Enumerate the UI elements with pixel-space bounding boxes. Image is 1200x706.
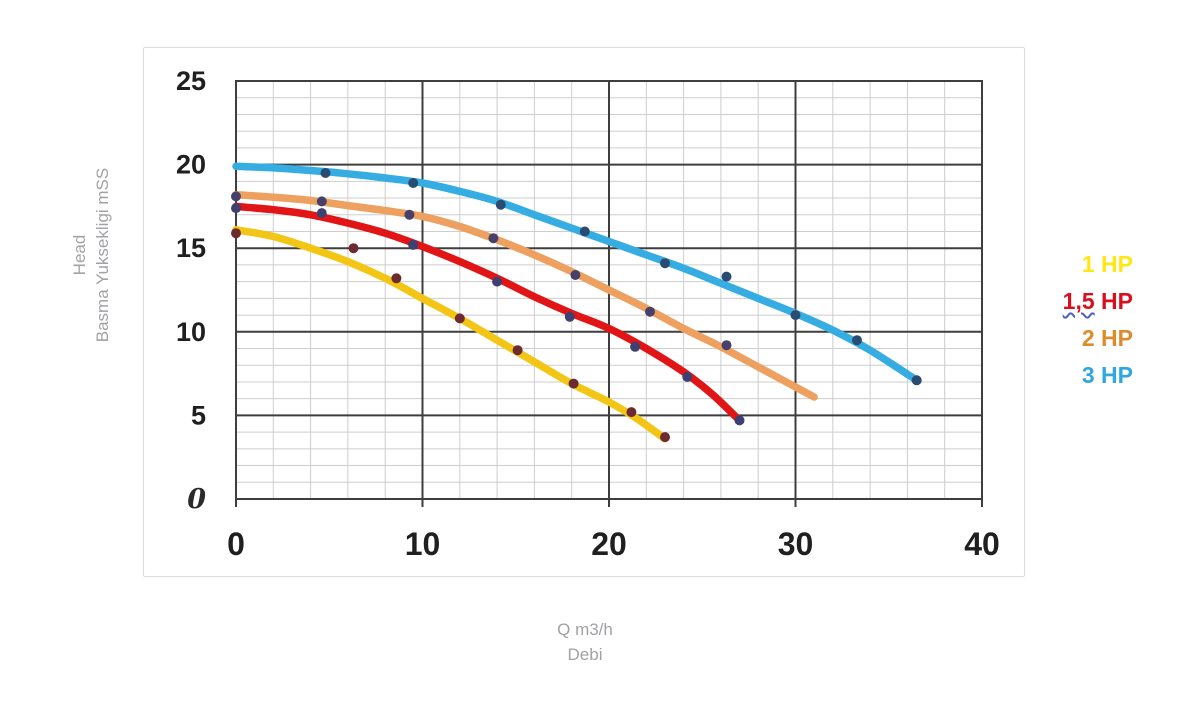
data-point-3-hp bbox=[320, 168, 331, 178]
data-point-3-hp bbox=[790, 310, 801, 321]
data-point-2-hp bbox=[645, 306, 655, 317]
y-tick-label: 0 bbox=[187, 484, 206, 515]
curve-2-hp bbox=[232, 190, 818, 401]
data-point-2-hp bbox=[570, 270, 581, 280]
x-tick-label: 10 bbox=[405, 526, 441, 562]
x-axis-title: Q m3/h Debi bbox=[435, 617, 735, 667]
y-axis-title-line2: Basma Yuksekligi mSS bbox=[93, 167, 112, 343]
data-point-1-hp bbox=[626, 407, 637, 418]
pump-curve-chart: 0 10 20 30 40 25 20 15 10 5 0 bbox=[176, 66, 1000, 562]
legend: 1 HP 1,5 HP 2 HP 3 HP bbox=[1033, 246, 1133, 394]
data-point-2-hp bbox=[231, 191, 241, 202]
legend-item-1-5-hp: 1,5 HP bbox=[1062, 288, 1133, 314]
data-point-3-hp bbox=[721, 271, 732, 282]
y-tick-label: 20 bbox=[176, 150, 206, 180]
data-point-2-hp bbox=[404, 209, 415, 220]
data-point-1-5-hp bbox=[682, 371, 693, 382]
data-point-2-hp bbox=[721, 340, 732, 351]
data-point-1-5-hp bbox=[734, 415, 745, 426]
data-point-2-hp bbox=[488, 233, 499, 244]
data-point-3-hp bbox=[852, 335, 862, 346]
x-tick-label: 20 bbox=[591, 526, 627, 562]
data-point-1-5-hp bbox=[630, 341, 641, 352]
x-tick-label: 40 bbox=[964, 526, 1000, 562]
plot-border bbox=[235, 80, 983, 500]
chart-card: 0 10 20 30 40 25 20 15 10 5 0 bbox=[143, 47, 1025, 577]
x-tick-label: 0 bbox=[227, 526, 245, 562]
legend-item-3-hp: 3 HP bbox=[1081, 362, 1133, 388]
y-tick-label: 15 bbox=[176, 233, 206, 263]
y-axis-title: Head Basma Yuksekligi mSS bbox=[68, 105, 116, 405]
data-point-3-hp bbox=[495, 199, 506, 210]
data-point-1-hp bbox=[512, 345, 523, 356]
data-point-3-hp bbox=[911, 375, 922, 386]
x-axis-title-line1: Q m3/h bbox=[557, 620, 613, 639]
data-point-1-hp bbox=[660, 432, 670, 443]
data-point-1-hp bbox=[391, 273, 402, 284]
data-point-1-hp bbox=[568, 378, 579, 389]
data-point-2-hp bbox=[316, 196, 327, 207]
legend-item-2-hp: 2 HP bbox=[1081, 325, 1133, 351]
data-point-1-5-hp bbox=[492, 276, 503, 287]
legend-item-1-hp: 1 HP bbox=[1081, 251, 1133, 277]
data-point-3-hp bbox=[579, 226, 590, 237]
data-point-1-5-hp bbox=[408, 239, 419, 250]
data-point-1-hp bbox=[231, 228, 241, 239]
y-tick-label: 10 bbox=[176, 317, 206, 347]
data-point-1-5-hp bbox=[231, 203, 241, 214]
y-axis-title-line1: Head bbox=[70, 234, 89, 276]
spellcheck-underline-text: 1,5 bbox=[1062, 288, 1095, 314]
y-tick-label: 5 bbox=[191, 400, 206, 430]
data-point-3-hp bbox=[408, 178, 419, 188]
x-tick-label: 30 bbox=[778, 526, 814, 562]
x-axis-title-line2: Debi bbox=[567, 645, 603, 664]
data-point-3-hp bbox=[660, 258, 670, 269]
data-point-1-5-hp bbox=[564, 311, 575, 322]
data-point-1-hp bbox=[348, 243, 359, 254]
data-point-1-hp bbox=[454, 313, 465, 324]
data-point-1-5-hp bbox=[316, 208, 327, 219]
y-tick-label: 25 bbox=[176, 66, 206, 96]
